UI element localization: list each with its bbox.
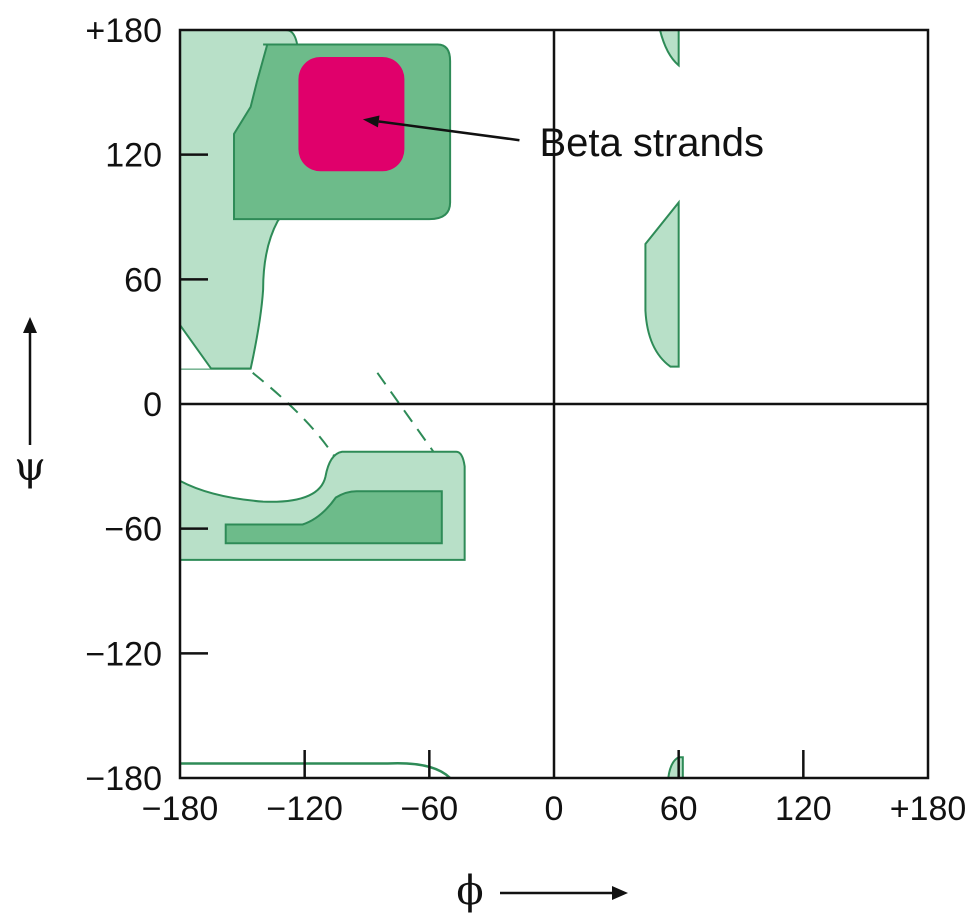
- beta-strands-arrow-head: [362, 115, 380, 128]
- dashed-bridge-right: [376, 372, 435, 453]
- y-tick-label-2: −60: [104, 511, 162, 549]
- dashed-bridge-left: [252, 372, 339, 468]
- x-tick-label-6: +180: [890, 790, 967, 828]
- allowed-region-bottom-edge: [667, 756, 684, 779]
- favored-region-alpha: [224, 490, 443, 545]
- allowed-region-lower-edge: [179, 324, 251, 370]
- beta-strands-arrow: [378, 120, 520, 142]
- annotation-layer: Beta strands: [362, 115, 764, 165]
- y-tick-label-6: +180: [85, 12, 162, 50]
- x-tick-label-1: −120: [266, 790, 343, 828]
- beta-strand-region: [298, 57, 405, 172]
- axis-labels-layer: ϕ ψ: [14, 317, 628, 914]
- y-tick-label-0: −180: [85, 760, 162, 798]
- allowed-region-left-handed: [644, 199, 680, 368]
- axes-layer: [178, 28, 930, 780]
- x-tick-label-2: −60: [400, 790, 458, 828]
- x-axis-arrow-head: [612, 886, 628, 900]
- x-axis-label: ϕ: [456, 868, 483, 914]
- y-tick-label-1: −120: [85, 635, 162, 673]
- beta-strands-label: Beta strands: [539, 121, 764, 165]
- regions-layer: [179, 29, 684, 779]
- y-axis-label: ψ: [14, 444, 45, 490]
- x-tick-label-5: 120: [775, 790, 832, 828]
- bottom-boundary-curve: [180, 761, 451, 779]
- y-tick-label-3: 0: [143, 386, 162, 424]
- x-tick-label-0: −180: [142, 790, 219, 828]
- y-tick-label-4: 60: [124, 261, 162, 299]
- allowed-region-top-edge: [658, 29, 680, 68]
- x-tick-label-4: 60: [660, 790, 698, 828]
- y-tick-label-5: 120: [105, 137, 162, 175]
- ticks-layer: −180 −120 −60 0 60 120 +180 −180 −120 −60 0 60 120 +1…: [85, 12, 966, 828]
- x-tick-label-3: 0: [545, 790, 564, 828]
- y-axis-arrow-head: [23, 317, 37, 333]
